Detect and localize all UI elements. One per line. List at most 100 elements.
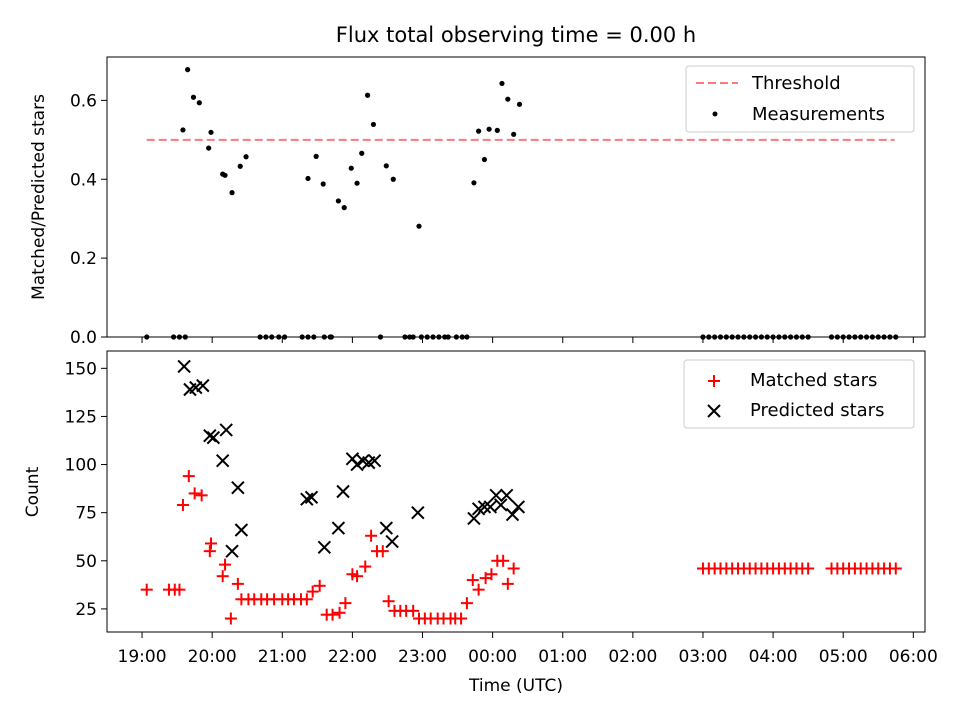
measurement-point bbox=[499, 80, 505, 87]
top-plot-area bbox=[144, 67, 899, 340]
predicted-star-marker bbox=[317, 540, 332, 555]
measurement-point bbox=[494, 127, 500, 133]
matched-star-marker bbox=[326, 608, 339, 621]
predicted-star-marker bbox=[385, 534, 399, 549]
chart-title: Flux total observing time = 0.00 h bbox=[336, 23, 696, 47]
predicted-star-marker bbox=[203, 428, 217, 443]
matched-star-marker bbox=[485, 568, 498, 581]
bottom-y-tick-label: 75 bbox=[75, 504, 97, 524]
predicted-star-marker bbox=[499, 488, 514, 503]
matched-star-marker bbox=[219, 558, 232, 571]
top-y-tick-label: 0.0 bbox=[70, 328, 97, 348]
measurement-point bbox=[206, 145, 212, 151]
measurement-point bbox=[305, 175, 311, 182]
bottom-y-tick-label: 100 bbox=[65, 456, 97, 476]
bottom-y-tick-label: 150 bbox=[65, 359, 97, 379]
bottom-y-axis: 25 50 75 100 125 150 bbox=[65, 359, 107, 620]
matched-star-marker bbox=[407, 604, 420, 617]
matched-star-marker bbox=[351, 570, 364, 583]
predicted-star-marker bbox=[219, 423, 233, 437]
matched-star-marker bbox=[203, 545, 216, 558]
predicted-star-marker bbox=[494, 498, 508, 512]
x-tick-label: 23:00 bbox=[398, 647, 447, 667]
x-tick-label: 19:00 bbox=[118, 647, 167, 667]
bottom-panel: 25 50 75 100 125 150 19:00 20:00 21:00 22:00 23:0… bbox=[23, 350, 938, 696]
measurement-point bbox=[486, 126, 492, 132]
x-tick-label: 06:00 bbox=[889, 647, 938, 667]
matched-star-marker bbox=[313, 579, 326, 592]
top-panel: 0.0 0.2 0.4 0.6 Matched/Predicted stars Thr… bbox=[29, 56, 926, 348]
measurement-point bbox=[335, 198, 341, 204]
x-tick-label: 21:00 bbox=[258, 647, 307, 667]
x-tick-label: 22:00 bbox=[328, 647, 377, 667]
legend-matched-label: Matched stars bbox=[750, 370, 877, 391]
measurement-point bbox=[208, 129, 214, 135]
measurement-point bbox=[190, 94, 197, 100]
measurement-point bbox=[416, 223, 422, 229]
predicted-star-marker bbox=[336, 484, 350, 499]
matched-star-marker bbox=[140, 583, 153, 596]
predicted-star-marker bbox=[467, 511, 481, 526]
x-tick-label: 05:00 bbox=[819, 647, 868, 667]
matched-star-marker bbox=[339, 597, 352, 610]
predicted-star-marker bbox=[177, 359, 191, 374]
matched-star-marker bbox=[382, 595, 395, 608]
predicted-star-marker bbox=[367, 453, 382, 468]
bottom-x-axis: 19:00 20:00 21:00 22:00 23:00 00:00 01:00 02:00… bbox=[118, 632, 938, 667]
top-y-axis: 0.0 0.2 0.4 0.6 bbox=[70, 91, 107, 348]
bottom-axes-frame bbox=[106, 350, 926, 633]
measurement-point bbox=[313, 153, 319, 159]
legend-predicted-label: Predicted stars bbox=[750, 400, 884, 421]
measurement-point bbox=[185, 67, 191, 73]
top-y-tick-label: 0.6 bbox=[70, 91, 97, 111]
top-legend: Threshold Measurements bbox=[685, 65, 915, 133]
matched-star-marker bbox=[195, 489, 208, 502]
predicted-star-marker bbox=[411, 505, 425, 520]
x-tick-label: 03:00 bbox=[678, 647, 727, 667]
measurement-point bbox=[370, 121, 377, 128]
top-y-tick-label: 0.4 bbox=[70, 170, 97, 190]
predicted-star-marker bbox=[225, 544, 239, 558]
matched-star-marker bbox=[497, 554, 510, 567]
predicted-star-marker bbox=[483, 500, 497, 514]
x-tick-label: 01:00 bbox=[538, 647, 587, 667]
predicted-star-marker bbox=[350, 457, 364, 472]
predicted-star-marker bbox=[505, 507, 520, 522]
matched-star-marker bbox=[376, 545, 389, 558]
measurement-point bbox=[364, 92, 371, 98]
predicted-star-marker bbox=[489, 488, 503, 503]
matched-star-marker bbox=[460, 597, 473, 610]
predicted-star-marker bbox=[215, 453, 230, 468]
matched-star-marker bbox=[176, 498, 189, 511]
matched-star-marker bbox=[173, 583, 186, 596]
predicted-star-marker bbox=[234, 523, 249, 537]
measurement-point bbox=[222, 172, 228, 178]
top-legend-frame bbox=[685, 65, 915, 133]
bottom-y-tick-label: 50 bbox=[75, 552, 97, 572]
measurement-point bbox=[229, 190, 235, 196]
matched-star-marker bbox=[466, 574, 479, 587]
measurement-point bbox=[476, 128, 482, 134]
measurement-point bbox=[341, 205, 347, 211]
measurement-point bbox=[471, 180, 477, 186]
measurement-point bbox=[237, 163, 243, 169]
matched-star-marker bbox=[231, 577, 244, 590]
measurement-point bbox=[354, 180, 360, 186]
top-y-tick-label: 0.2 bbox=[70, 249, 97, 269]
measurement-point bbox=[180, 127, 186, 133]
bottom-legend: Matched stars Predicted stars bbox=[683, 359, 915, 429]
bottom-y-tick-label: 125 bbox=[65, 407, 97, 427]
matched-star-marker bbox=[455, 612, 468, 625]
measurement-point bbox=[243, 154, 249, 160]
matched-star-marker bbox=[216, 570, 229, 583]
measurement-point bbox=[516, 101, 523, 107]
matched-star-marker bbox=[188, 487, 201, 500]
measurement-point bbox=[390, 176, 396, 182]
predicted-star-marker bbox=[331, 521, 346, 535]
matched-star-marker bbox=[472, 583, 485, 596]
bottom-legend-frame bbox=[683, 359, 915, 429]
matched-star-marker bbox=[365, 529, 378, 542]
measurement-point bbox=[511, 131, 517, 137]
matched-star-marker bbox=[359, 560, 372, 573]
measurement-point bbox=[359, 150, 365, 156]
